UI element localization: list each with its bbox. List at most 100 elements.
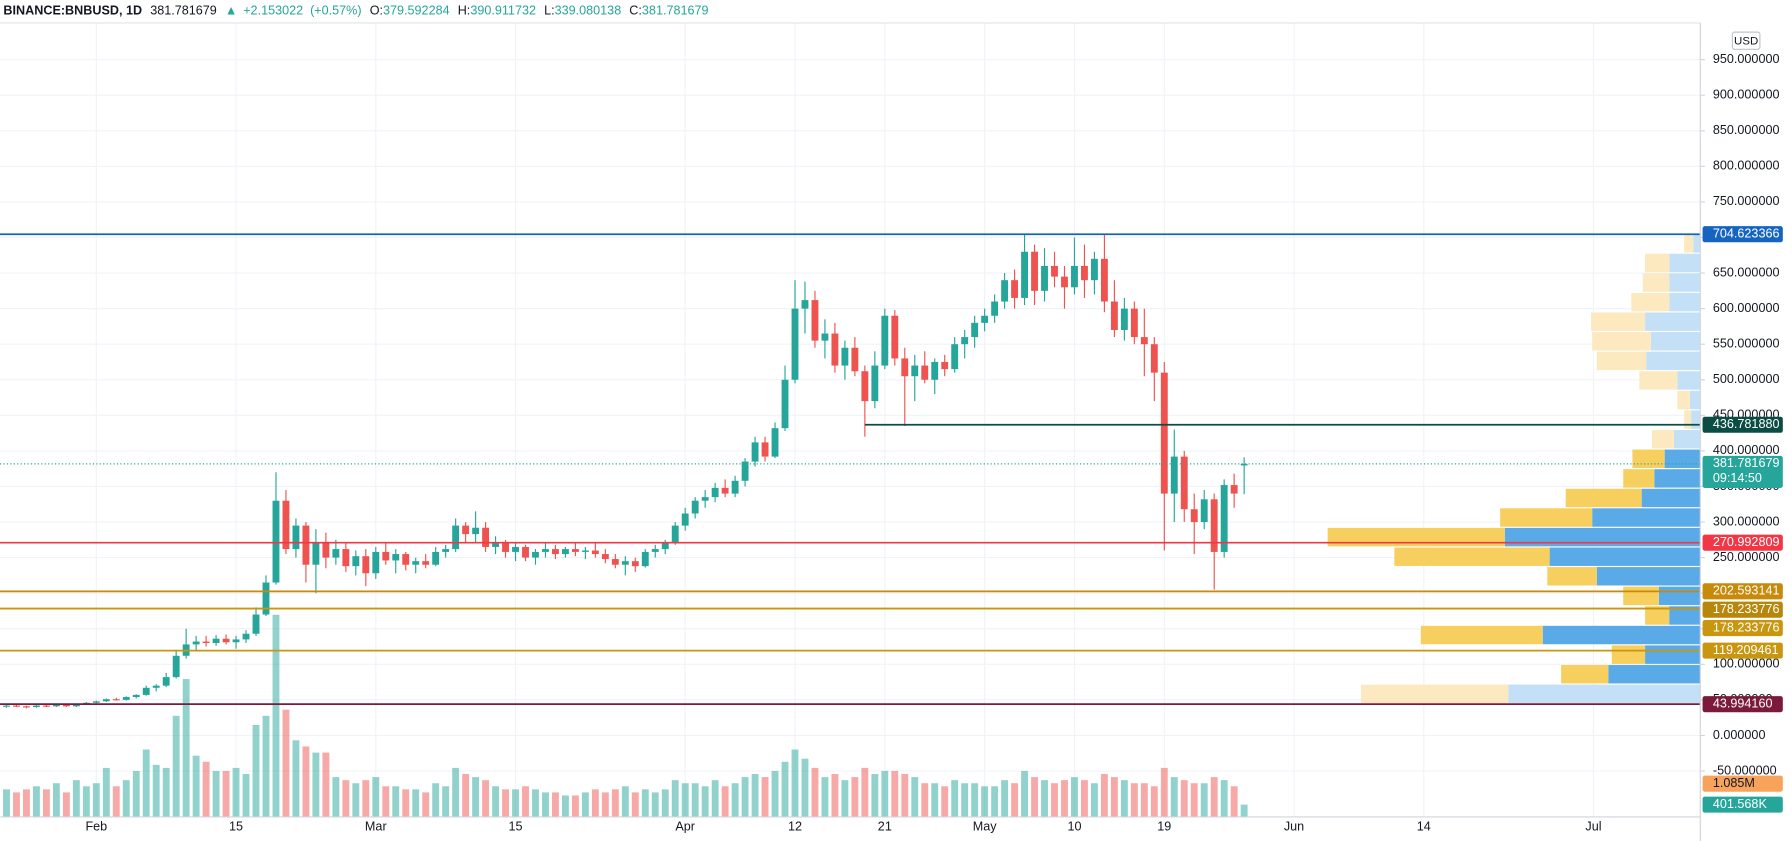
profile-up	[1669, 273, 1701, 292]
volume-bar	[1240, 804, 1248, 817]
volume-bar	[981, 786, 989, 817]
candle-body	[671, 525, 679, 544]
volume-bar	[1100, 774, 1108, 817]
volume-bar	[42, 789, 50, 817]
y-tick-label: 500.000000	[1713, 372, 1780, 386]
candle-body	[791, 308, 799, 380]
profile-up	[1592, 508, 1701, 527]
volume-bar	[13, 792, 20, 817]
profile-down	[1645, 606, 1670, 625]
y-tick-label: 300.000000	[1713, 514, 1780, 528]
profile-down	[1651, 429, 1674, 449]
volume-bar	[462, 774, 470, 817]
candle-body	[72, 704, 80, 707]
candle-body	[62, 704, 70, 707]
volume-bar	[512, 789, 519, 817]
candle-body	[192, 641, 200, 645]
volume-bar	[891, 770, 899, 817]
candle-body	[641, 551, 649, 567]
volume-bar	[262, 715, 270, 817]
volume-bar	[102, 767, 110, 817]
candle-body	[472, 527, 480, 535]
volume-bar	[452, 767, 460, 817]
candle-body	[1220, 485, 1228, 552]
volume-bar	[991, 786, 999, 817]
candle-body	[591, 550, 599, 555]
x-tick-label: 19	[1157, 820, 1171, 834]
candle-body	[691, 500, 699, 514]
candle-body	[581, 550, 589, 552]
profile-down	[1591, 312, 1646, 331]
last-price: 381.781679	[150, 4, 217, 18]
candle-body	[3, 705, 10, 707]
candle-body	[492, 541, 500, 547]
level-label-box	[1702, 642, 1783, 659]
candle-body	[452, 525, 460, 550]
candle-body	[1140, 337, 1148, 345]
volume-bar	[801, 758, 809, 817]
candle-body	[771, 428, 779, 457]
volume-bar	[771, 770, 779, 817]
candle-body	[202, 641, 210, 643]
candle-body	[332, 549, 340, 558]
volume-bar	[1210, 777, 1218, 817]
volume-bar	[1071, 777, 1078, 817]
candle-body	[761, 442, 769, 457]
low-value: 339.080138	[555, 4, 622, 18]
volume-bar	[841, 780, 849, 817]
level-label-box	[1702, 620, 1783, 637]
volume-bar	[1110, 777, 1118, 817]
volume-bar	[32, 786, 40, 817]
countdown: 09:14:50	[1713, 471, 1762, 485]
volume-bar	[242, 774, 250, 817]
profile-up	[1689, 390, 1701, 410]
candle-body	[571, 549, 579, 552]
volume-bar	[851, 777, 859, 817]
candle-body	[92, 701, 100, 703]
candle-body	[701, 497, 709, 501]
candle-body	[232, 639, 240, 643]
candle-body	[661, 543, 669, 550]
candle-body	[1041, 265, 1048, 291]
volume-bar	[1170, 777, 1178, 817]
candle-body	[851, 347, 859, 372]
volume-bar	[1081, 780, 1088, 817]
volume-bar	[542, 792, 549, 817]
volume-bar	[741, 777, 749, 817]
candle-body	[941, 361, 949, 370]
volume-bar	[1220, 780, 1228, 817]
profile-up	[1669, 253, 1701, 273]
volume-bar	[561, 795, 569, 817]
volume-bar	[1180, 780, 1188, 817]
candle-body	[282, 500, 290, 550]
x-tick-label: Mar	[365, 820, 387, 834]
volume-bar	[881, 770, 889, 817]
candle-body	[1150, 344, 1158, 373]
y-tick-label: 0.000000	[1713, 728, 1766, 742]
candle-body	[362, 556, 370, 574]
candle-body	[482, 527, 490, 547]
high-value: 390.911732	[470, 4, 536, 18]
volume-bar	[581, 792, 589, 817]
y-tick-label: 650.000000	[1713, 265, 1780, 279]
level-label-box	[1702, 226, 1783, 243]
candle-body	[402, 554, 410, 565]
volume-bar	[781, 761, 789, 817]
volume-bar	[422, 792, 430, 817]
volume-bar	[182, 679, 190, 817]
profile-down	[1565, 488, 1642, 508]
profile-up	[1641, 488, 1701, 508]
candle-body	[801, 300, 809, 309]
volume-ma-label: 1.085M	[1713, 776, 1755, 790]
change-arrow: ▲	[225, 4, 237, 18]
volume-bar	[971, 783, 979, 817]
candle-body	[731, 480, 739, 494]
profile-down	[1632, 449, 1665, 469]
y-tick-label: 100.000000	[1713, 657, 1780, 671]
candle-body	[172, 655, 180, 678]
x-tick-label: May	[973, 820, 998, 834]
candle-body	[552, 549, 559, 555]
volume-bar	[1031, 777, 1038, 817]
profile-up	[1669, 606, 1701, 625]
